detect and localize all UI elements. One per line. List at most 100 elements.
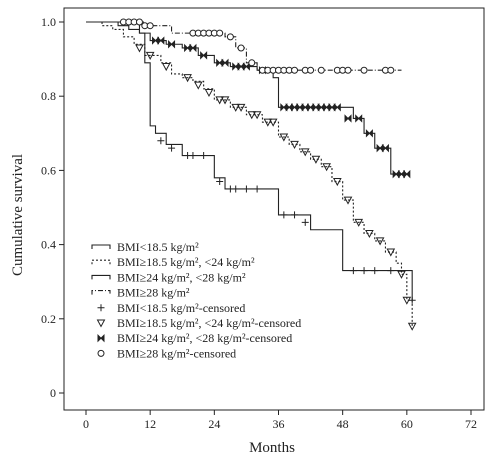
censored-marker-triangle (365, 229, 374, 239)
censored-marker-bowtie (168, 40, 176, 49)
censored-marker-plus (387, 267, 395, 275)
y-axis-title: Cumulative survival (10, 154, 26, 276)
censored-marker-triangle (247, 111, 257, 120)
x-axis-title: Months (249, 440, 295, 456)
censored-marker-circle (307, 66, 315, 74)
censored-marker-plus (157, 137, 165, 145)
censored-marker-triangle (397, 270, 406, 279)
censored-marker-circle (216, 29, 224, 37)
y-tick-labels: 0 0.2 0.4 0.6 0.8 1.0 (41, 15, 64, 400)
censored-marker-bowtie (381, 143, 389, 153)
censored-marker-circle (237, 44, 245, 52)
censored-marker-triangle (279, 133, 289, 142)
censored-marker-triangle (135, 44, 144, 53)
censored-marker-triangle (402, 296, 412, 305)
censored-marker-circle (291, 66, 299, 74)
axes (63, 7, 485, 411)
legend-label: BMI≥24 kg/m², <28 kg/m² (117, 270, 246, 284)
censored-marker-circle (317, 66, 325, 74)
legend-swatch-marker (97, 333, 105, 343)
censored-marker-plus (200, 152, 208, 160)
censored-marker-bowtie (221, 58, 229, 68)
censored-marker-triangle (215, 96, 225, 105)
censored-marker-triangle (236, 103, 246, 112)
censored-marker-plus (291, 211, 299, 219)
censored-marker-bowtie (200, 51, 208, 60)
censored-marker-bowtie (157, 36, 165, 45)
series-line-1 (86, 21, 413, 301)
censored-marker-plus (189, 152, 197, 160)
censored-marker-plus (371, 267, 379, 275)
censored-marker-triangle (343, 196, 353, 205)
censored-marker-triangle (386, 248, 396, 257)
x-tick-label: 0 (83, 417, 89, 431)
series-layer (86, 21, 413, 327)
x-tick-label: 24 (208, 417, 220, 431)
legend-swatch-line (91, 244, 111, 249)
censored-marker-triangle (290, 140, 299, 149)
censored-marker-plus (232, 185, 240, 193)
censored-marker-triangle (183, 74, 192, 83)
censored-marker-bowtie (333, 103, 341, 112)
y-tick-label: 0 (50, 386, 56, 400)
censored-marker-triangle (300, 148, 310, 157)
plot-frame (63, 7, 485, 411)
legend-label: BMI≥18.5 kg/m², <24 kg/m² (117, 255, 255, 269)
censored-marker-triangle (354, 218, 364, 227)
censored-marker-bowtie (355, 114, 363, 123)
y-tick-label: 0.2 (41, 312, 56, 326)
censored-marker-triangle (145, 51, 155, 60)
series-line-3 (86, 21, 407, 175)
censored-marker-triangle (204, 88, 214, 98)
censored-marker-circle (226, 33, 234, 41)
censored-marker-triangle (193, 81, 203, 90)
series-line-4 (86, 21, 402, 71)
censored-marker-triangle (322, 163, 331, 172)
legend-swatch-marker (97, 304, 105, 312)
legend-label: BMI<18.5 kg/m²-censored (117, 301, 245, 315)
censored-marker-plus (349, 267, 357, 275)
censored-marker-plus (242, 185, 250, 193)
y-tick-label: 0.6 (41, 163, 56, 177)
censored-marker-plus (253, 185, 261, 193)
legend-swatch-line (91, 290, 111, 295)
censored-marker-triangle (231, 103, 241, 112)
censored-marker-triangle (252, 111, 262, 120)
censored-marker-plus (301, 218, 309, 226)
y-tick-label: 0.8 (41, 89, 56, 103)
censored-marker-triangle (161, 63, 171, 72)
censored-marker-circle (344, 66, 352, 74)
legend-label: BMI≥24 kg/m², <28 kg/m²-censored (117, 331, 292, 345)
censored-marker-circle (146, 22, 154, 30)
censored-marker-plus (360, 267, 368, 275)
y-tick-label: 0.4 (41, 238, 56, 252)
censored-marker-triangle (375, 237, 385, 246)
censored-marker-circle (360, 66, 368, 74)
censored-marker-bowtie (365, 129, 373, 138)
x-tick-label: 60 (401, 417, 413, 431)
legend-swatch-line (91, 274, 111, 280)
censored-marker-plus (168, 144, 176, 152)
censored-marker-circle (387, 66, 395, 74)
legend-label: BMI≥18.5 kg/m², <24 kg/m²-censored (117, 316, 301, 330)
legend-swatch-marker (96, 319, 106, 328)
censored-marker-triangle (263, 118, 273, 127)
censored-marker-plus (408, 296, 416, 304)
censored-marker-triangle (220, 96, 230, 105)
censored-marker-plus (280, 211, 288, 219)
x-tick-label: 48 (337, 417, 349, 431)
x-tick-label: 36 (273, 417, 285, 431)
censored-marker-triangle (268, 118, 278, 127)
censored-marker-bowtie (344, 114, 352, 123)
censored-marker-triangle (332, 178, 342, 187)
x-tick-labels: 0 12 24 36 48 60 72 (83, 410, 477, 431)
legend-swatch-line (91, 259, 111, 265)
censored-marker-plus (216, 178, 224, 186)
x-tick-label: 72 (465, 417, 477, 431)
censored-marker-bowtie (189, 43, 197, 53)
x-tick-label: 12 (144, 417, 156, 431)
legend-label: BMI≥28 kg/m² (117, 286, 190, 300)
y-tick-label: 1.0 (41, 15, 56, 29)
